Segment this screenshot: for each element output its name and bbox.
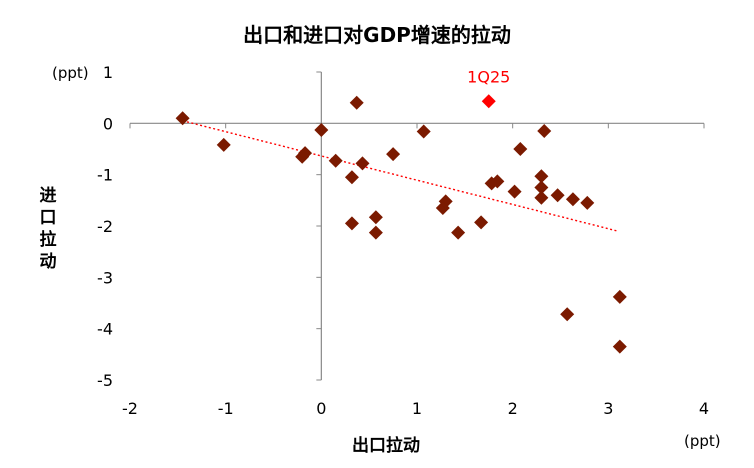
- y-axis-title-char: 动: [40, 252, 57, 272]
- data-point: [328, 153, 343, 168]
- data-point: [534, 169, 549, 184]
- data-point: [565, 192, 580, 207]
- x-tick-label: 4: [699, 399, 709, 418]
- y-tick-label: 1: [103, 63, 113, 82]
- data-point: [438, 194, 453, 209]
- y-tick-label: 0: [103, 114, 113, 133]
- data-point: [216, 137, 231, 152]
- trendline-layer: [182, 120, 619, 232]
- data-point: [560, 307, 575, 322]
- data-point: [355, 156, 370, 171]
- data-point: [534, 190, 549, 205]
- data-point: [534, 180, 549, 195]
- x-tick-label: 1: [412, 399, 422, 418]
- data-point: [537, 124, 552, 139]
- chart-title: 出口和进口对GDP增速的拉动: [243, 23, 511, 47]
- data-point: [368, 225, 383, 240]
- y-tick-label: -3: [97, 268, 113, 287]
- data-point: [344, 170, 359, 185]
- x-axis-title: 出口拉动: [352, 435, 420, 456]
- y-tick-label: -4: [97, 320, 113, 339]
- axes: [129, 71, 705, 381]
- y-axis-title-char: 进: [40, 186, 57, 206]
- y-axis-title-char: 口: [40, 208, 57, 228]
- data-point: [344, 216, 359, 231]
- data-point: [368, 210, 383, 225]
- data-point: [513, 142, 528, 156]
- x-axis-unit: (ppt): [684, 432, 721, 450]
- data-point: [314, 123, 329, 138]
- points-layer: [175, 95, 627, 354]
- data-point: [451, 225, 466, 240]
- data-point: [175, 111, 190, 126]
- highlight-label: 1Q25: [467, 67, 510, 86]
- y-tick-label: -5: [97, 371, 113, 390]
- x-tick-label: 2: [508, 399, 518, 418]
- data-point: [416, 124, 431, 139]
- data-point: [349, 95, 364, 110]
- data-point: [550, 188, 565, 203]
- x-tick-label: 0: [316, 399, 326, 418]
- y-tick-label: -2: [97, 217, 113, 236]
- y-axis-unit: (ppt): [52, 64, 89, 82]
- data-point: [386, 147, 401, 162]
- x-tick-label: -2: [122, 399, 138, 418]
- data-point: [490, 174, 505, 189]
- x-tick-label: 3: [603, 399, 613, 418]
- data-point: [612, 339, 627, 354]
- highlight-point: [481, 94, 496, 109]
- tick-labels: -2 -1 0 1 2 3 4 1 0 -1 -2 -3 -4 -5: [97, 63, 709, 418]
- data-point: [580, 195, 595, 210]
- data-point: [612, 289, 627, 304]
- highlight-layer: 1Q25: [467, 67, 510, 109]
- data-point: [507, 184, 522, 199]
- data-point: [298, 146, 313, 161]
- data-point: [474, 215, 489, 230]
- y-axis-title-char: 拉: [40, 229, 57, 250]
- trendline: [182, 120, 619, 232]
- y-tick-label: -1: [97, 166, 113, 185]
- x-tick-label: -1: [218, 399, 234, 418]
